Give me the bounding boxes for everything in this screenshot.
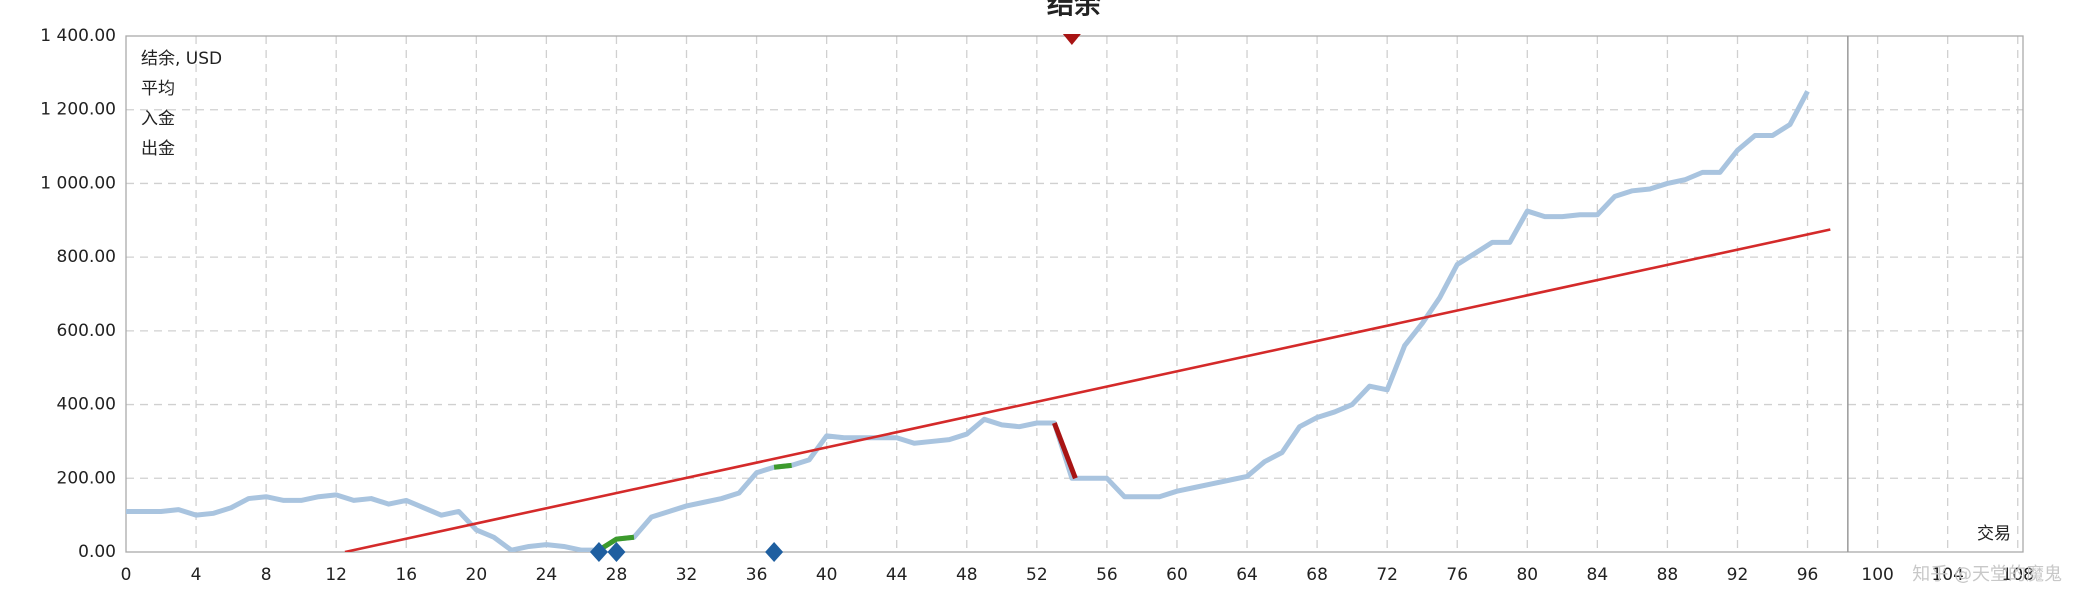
y-tick-label: 1 000.00 [40, 173, 116, 193]
series-line [344, 228, 1831, 552]
series-line [597, 462, 792, 552]
x-tick-label: 92 [1727, 565, 1749, 585]
x-tick-label: 64 [1236, 565, 1258, 585]
x-tick-label: 68 [1306, 565, 1328, 585]
y-tick-label: 1 200.00 [40, 100, 116, 120]
watermark: 知乎 @天堂的魔鬼 [1912, 564, 2062, 585]
x-tick-label: 88 [1657, 565, 1679, 585]
x-tick-label: 60 [1166, 565, 1188, 585]
x-tick-label: 100 [1861, 565, 1893, 585]
x-tick-label: 48 [956, 565, 978, 585]
x-tick-label: 40 [816, 565, 838, 585]
legend-entry: 入金 [141, 109, 175, 129]
x-axis-label: 交易 [1977, 524, 2011, 544]
x-tick-label: 56 [1096, 565, 1118, 585]
series-line [1052, 422, 1078, 480]
y-tick-label: 1 400.00 [40, 26, 116, 46]
marker [765, 542, 784, 562]
y-tick-label: 200.00 [57, 468, 116, 488]
x-tick-label: 84 [1587, 565, 1609, 585]
y-tick-label: 600.00 [57, 321, 116, 341]
legend-entry: 平均 [141, 79, 175, 99]
x-tick-label: 0 [121, 565, 132, 585]
x-tick-label: 24 [536, 565, 558, 585]
x-tick-label: 8 [261, 565, 272, 585]
legend-entry: 结余, USD [141, 49, 222, 69]
x-tick-label: 80 [1516, 565, 1538, 585]
x-tick-label: 96 [1797, 565, 1819, 585]
x-tick-label: 108 [2002, 565, 2034, 585]
marker [607, 542, 626, 562]
marker [589, 542, 608, 562]
x-tick-label: 12 [325, 565, 347, 585]
x-tick-label: 4 [191, 565, 202, 585]
series-line [126, 90, 1810, 552]
y-tick-label: 400.00 [57, 395, 116, 415]
chart-title: 结余 [1047, 0, 1102, 21]
x-tick-label: 52 [1026, 565, 1048, 585]
x-tick-label: 44 [886, 565, 908, 585]
y-tick-label: 800.00 [57, 247, 116, 267]
x-tick-label: 104 [1931, 565, 1963, 585]
marker [1062, 34, 1081, 45]
x-tick-label: 72 [1376, 565, 1398, 585]
y-tick-label: 0.00 [78, 542, 116, 562]
x-tick-label: 76 [1446, 565, 1468, 585]
x-tick-label: 28 [606, 565, 628, 585]
x-tick-label: 16 [395, 565, 417, 585]
x-tick-label: 36 [746, 565, 768, 585]
x-tick-label: 20 [466, 565, 488, 585]
x-tick-label: 32 [676, 565, 698, 585]
legend-entry: 出金 [141, 139, 175, 159]
